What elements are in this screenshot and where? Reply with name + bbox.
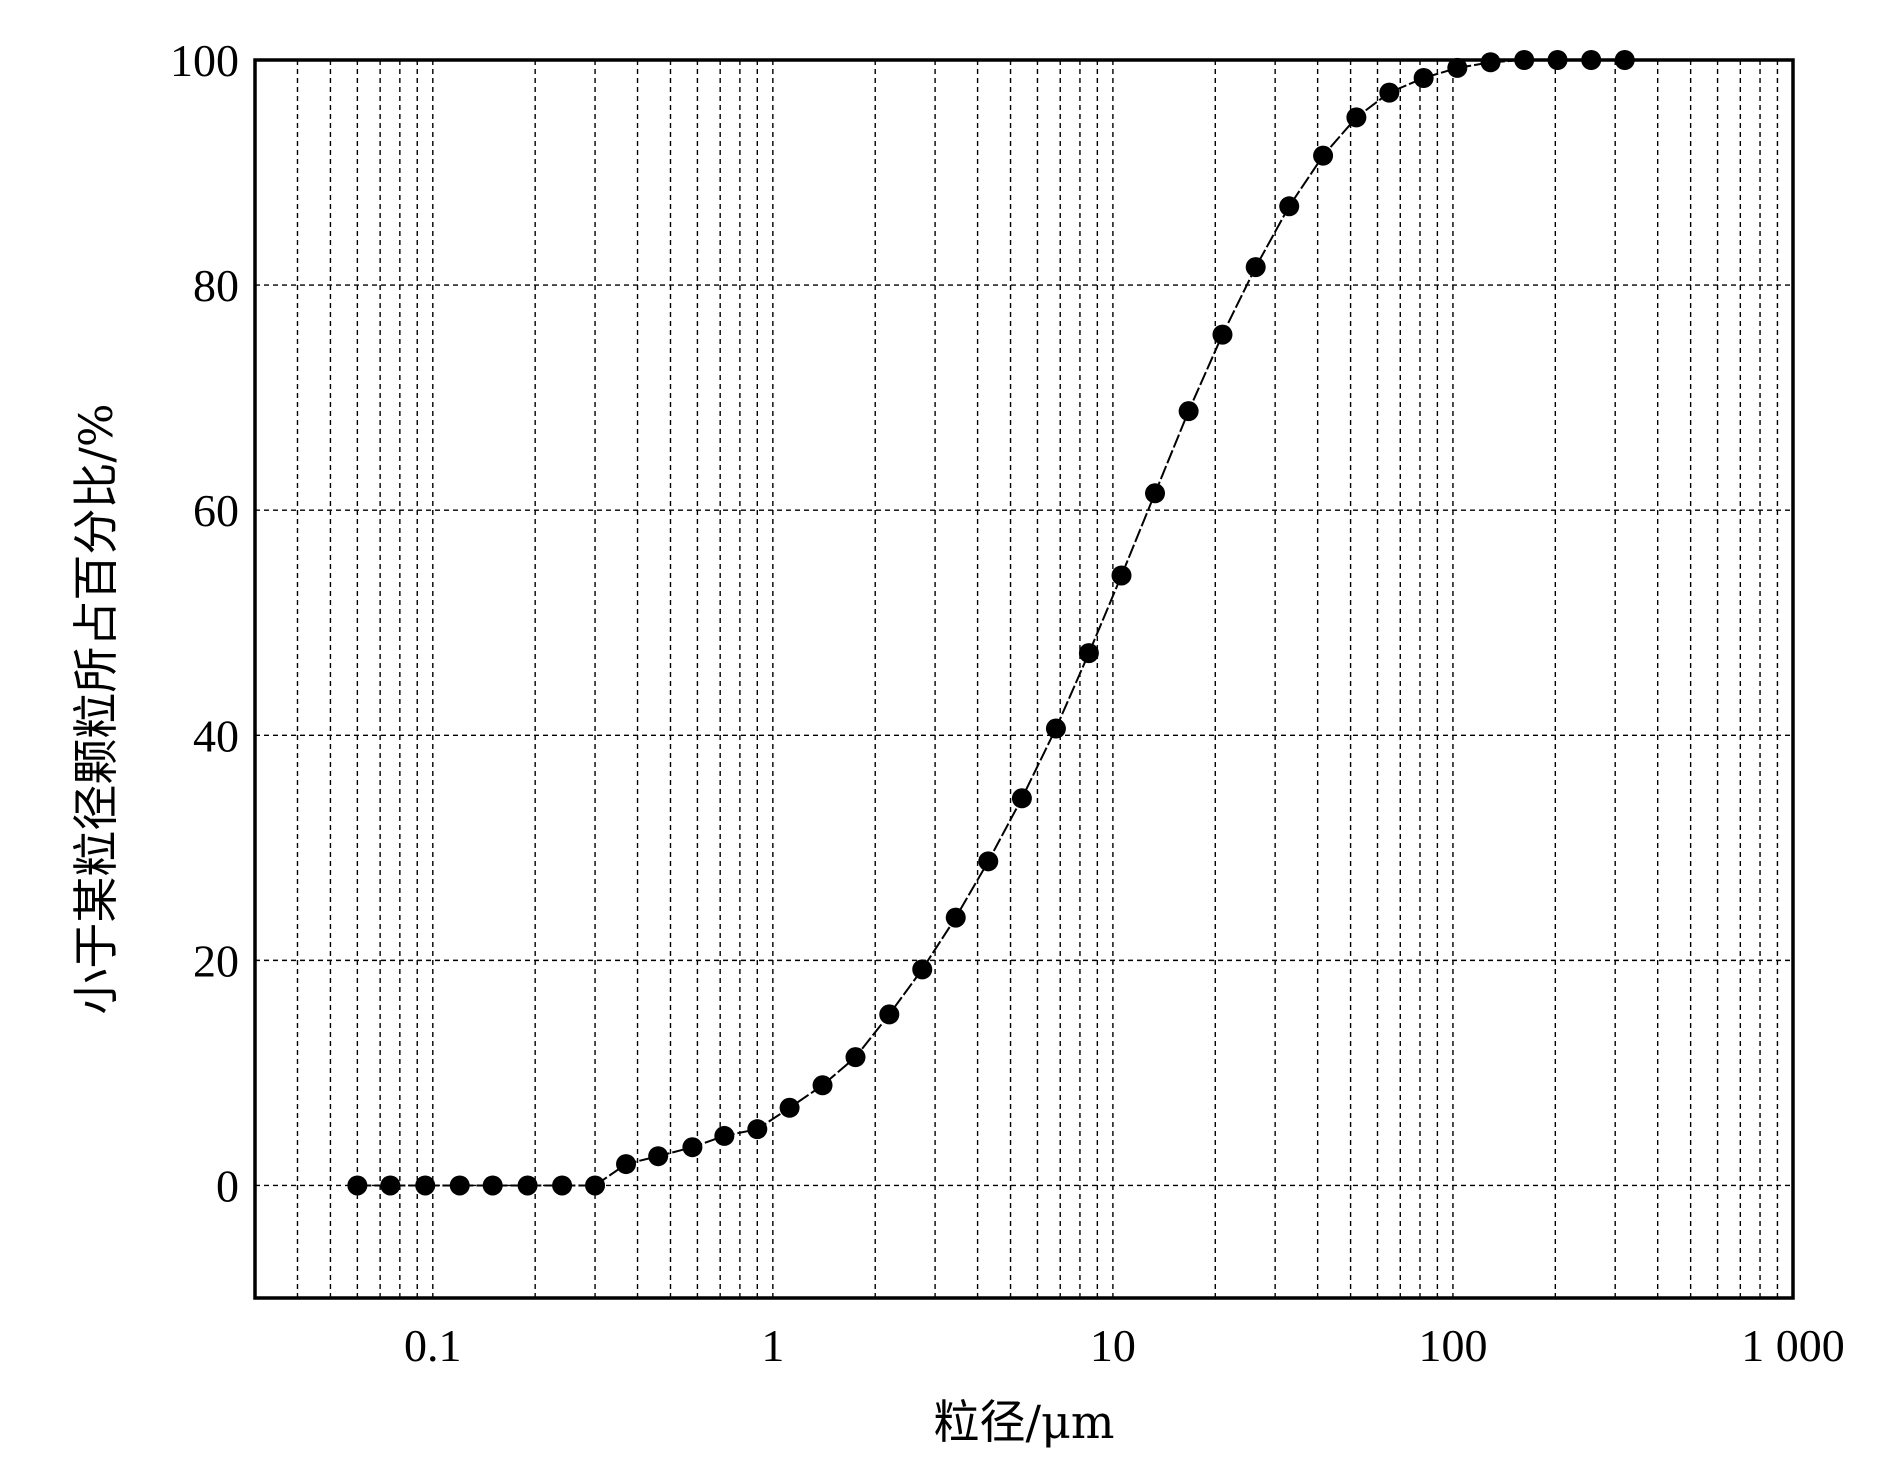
- data-point: [648, 1146, 669, 1167]
- data-point: [682, 1137, 703, 1158]
- x-tick-labels: 0.1 1 10 100 1 000: [404, 1320, 1845, 1371]
- data-point: [1011, 788, 1032, 809]
- data-point: [347, 1175, 368, 1196]
- y-tick-label: 80: [193, 260, 239, 311]
- x-tick-label: 10: [1090, 1320, 1136, 1371]
- x-axis-title: 粒径/μm: [933, 1395, 1114, 1449]
- data-point: [1078, 643, 1099, 664]
- data-points: [347, 50, 1635, 1196]
- data-point: [482, 1175, 503, 1196]
- y-tick-labels: 0 20 40 60 80 100: [170, 35, 239, 1211]
- data-point: [585, 1175, 606, 1196]
- y-tick-label: 40: [193, 710, 239, 761]
- data-point: [879, 1004, 900, 1025]
- data-point: [1212, 324, 1233, 345]
- data-point: [845, 1047, 866, 1068]
- data-point: [1245, 257, 1266, 278]
- data-point: [978, 851, 999, 872]
- data-point: [415, 1175, 436, 1196]
- x-tick-label: 100: [1418, 1320, 1487, 1371]
- plot-frame: [253, 58, 1795, 1300]
- data-point: [1379, 82, 1400, 103]
- data-point: [747, 1119, 768, 1140]
- data-point: [1447, 57, 1468, 78]
- y-tick-label: 100: [170, 35, 239, 86]
- y-tick-label: 20: [193, 935, 239, 986]
- data-point: [1413, 68, 1434, 89]
- data-point: [1279, 196, 1300, 217]
- data-point: [1145, 483, 1166, 504]
- x-tick-label: 1: [761, 1320, 784, 1371]
- y-tick-label: 60: [193, 485, 239, 536]
- data-point: [779, 1097, 800, 1118]
- x-tick-label: 0.1: [404, 1320, 462, 1371]
- data-point: [616, 1154, 637, 1175]
- y-tick-label: 0: [216, 1160, 239, 1211]
- data-point: [380, 1175, 401, 1196]
- cumulative-curve: [357, 59, 1625, 1187]
- grid: [255, 60, 1793, 1298]
- y-axis-title: 小于某粒径颗粒所占百分比/%: [69, 403, 123, 1014]
- data-point: [517, 1175, 538, 1196]
- data-point: [912, 959, 933, 980]
- data-point: [1346, 107, 1367, 128]
- data-point: [1313, 145, 1334, 166]
- data-point: [945, 907, 966, 928]
- data-point: [1480, 52, 1501, 73]
- data-point: [1111, 565, 1132, 586]
- data-point: [552, 1175, 573, 1196]
- data-point: [1045, 718, 1066, 739]
- data-point: [812, 1075, 833, 1096]
- data-point: [449, 1175, 470, 1196]
- data-point: [1178, 401, 1199, 422]
- x-tick-label: 1 000: [1741, 1320, 1845, 1371]
- data-point: [714, 1125, 735, 1146]
